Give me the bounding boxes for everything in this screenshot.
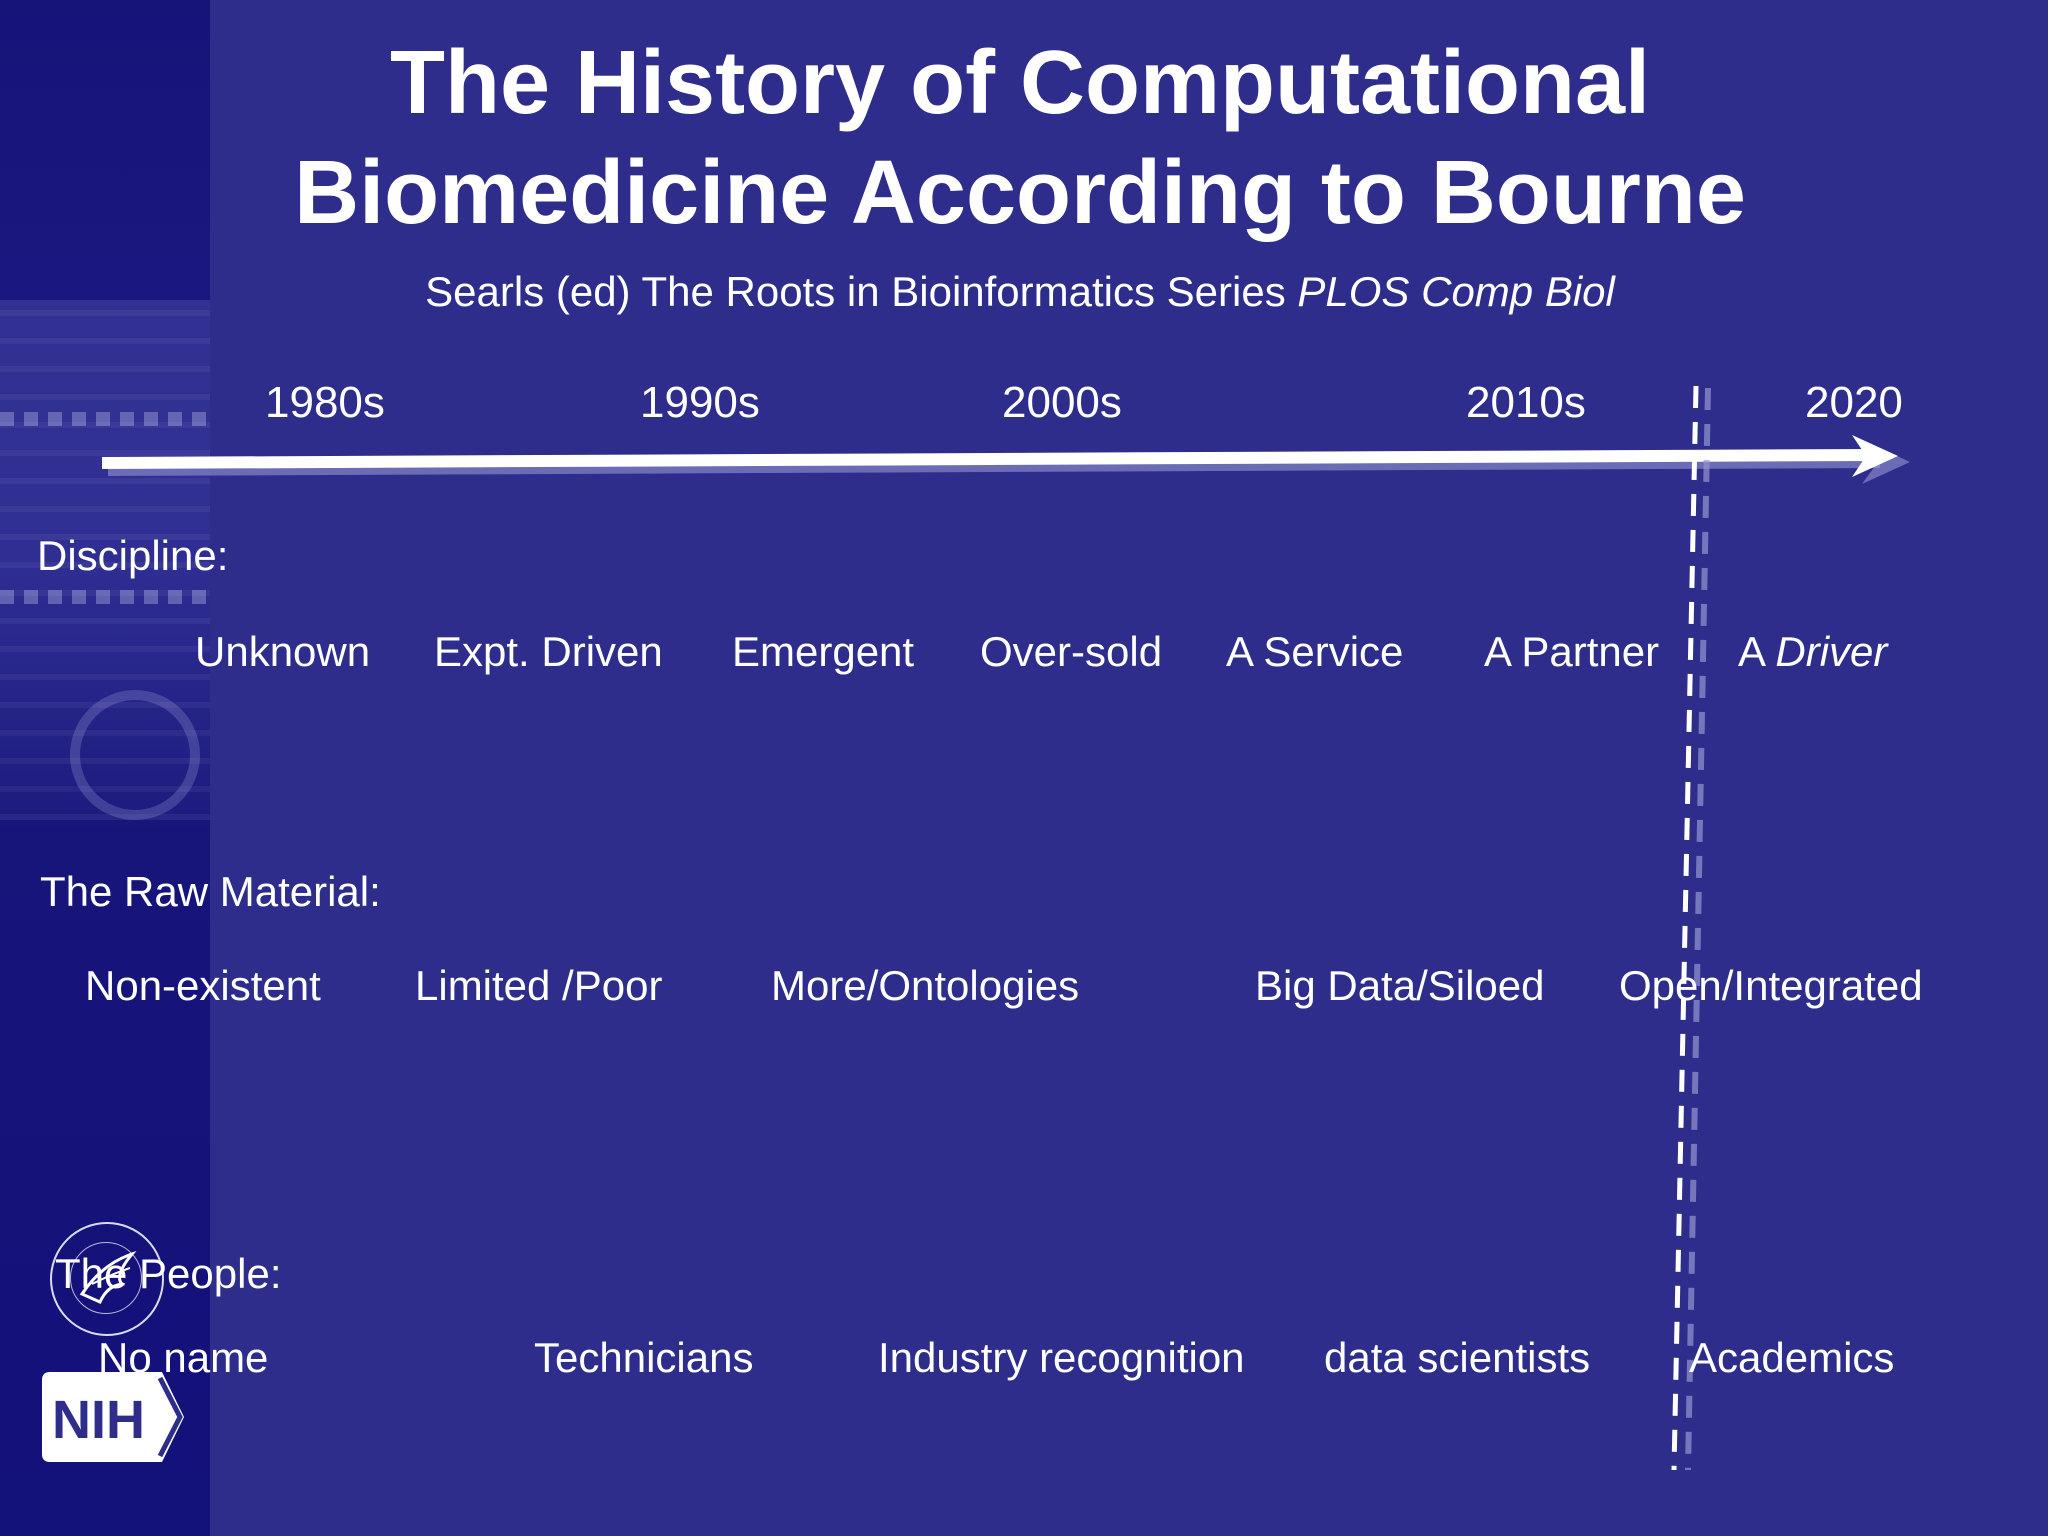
discipline-item: Unknown — [195, 628, 371, 675]
decade-2000s: 2000s — [1002, 378, 1122, 427]
slide-title: The History of Computational Biomedicine… — [210, 28, 1830, 248]
cornice-decoration — [0, 412, 210, 426]
driver-word: Driver — [1775, 628, 1888, 675]
driver-prefix: A — [1738, 628, 1776, 675]
discipline-item-driver: A Driver — [1738, 628, 1887, 676]
raw-material-item: Limited /Poor — [415, 962, 663, 1009]
raw-material-item: More/Ontologies — [771, 962, 1080, 1009]
cornice-decoration — [0, 590, 210, 604]
timeline-arrow — [101, 435, 1898, 477]
people-item: Industry recognition — [878, 1334, 1245, 1381]
column-volute — [70, 690, 200, 820]
nih-logo-text: NIH — [52, 1390, 145, 1450]
discipline-item: A Service — [1226, 628, 1404, 675]
subtitle-journal: PLOS Comp Biol — [1297, 268, 1615, 315]
subtitle-text: Searls (ed) The Roots in Bioinformatics … — [425, 268, 1298, 315]
eagle-icon — [79, 1250, 137, 1304]
discipline-item: A Partner — [1484, 628, 1660, 675]
people-item: data scientists — [1324, 1334, 1591, 1381]
raw-material-item: Big Data/Siloed — [1255, 962, 1545, 1009]
raw-material-label: The Raw Material: — [40, 868, 381, 915]
present-divider-shadow — [1685, 387, 1711, 1471]
title-line-1: The History of Computational — [390, 33, 1650, 133]
slide-subtitle: Searls (ed) The Roots in Bioinformatics … — [210, 268, 1830, 316]
raw-material-item: Non-existent — [85, 962, 321, 1009]
people-item: Academics — [1689, 1334, 1895, 1381]
nih-logo: NIH — [42, 1372, 184, 1462]
title-line-2: Biomedicine According to Bourne — [294, 143, 1746, 243]
people-item: Technicians — [534, 1334, 754, 1381]
decade-1980s: 1980s — [265, 378, 385, 427]
discipline-item: Expt. Driven — [434, 628, 663, 675]
hhs-seal-inner — [70, 1242, 142, 1314]
present-divider — [1671, 385, 1699, 1471]
decade-2020: 2020 — [1805, 378, 1903, 427]
discipline-item: Emergent — [732, 628, 915, 675]
hhs-seal-icon — [50, 1222, 164, 1336]
discipline-label: Discipline: — [37, 532, 229, 579]
decade-2010s: 2010s — [1466, 378, 1586, 427]
decade-1990s: 1990s — [640, 378, 760, 427]
raw-material-item: Open/Integrated — [1619, 962, 1923, 1009]
discipline-item: Over-sold — [980, 628, 1163, 675]
